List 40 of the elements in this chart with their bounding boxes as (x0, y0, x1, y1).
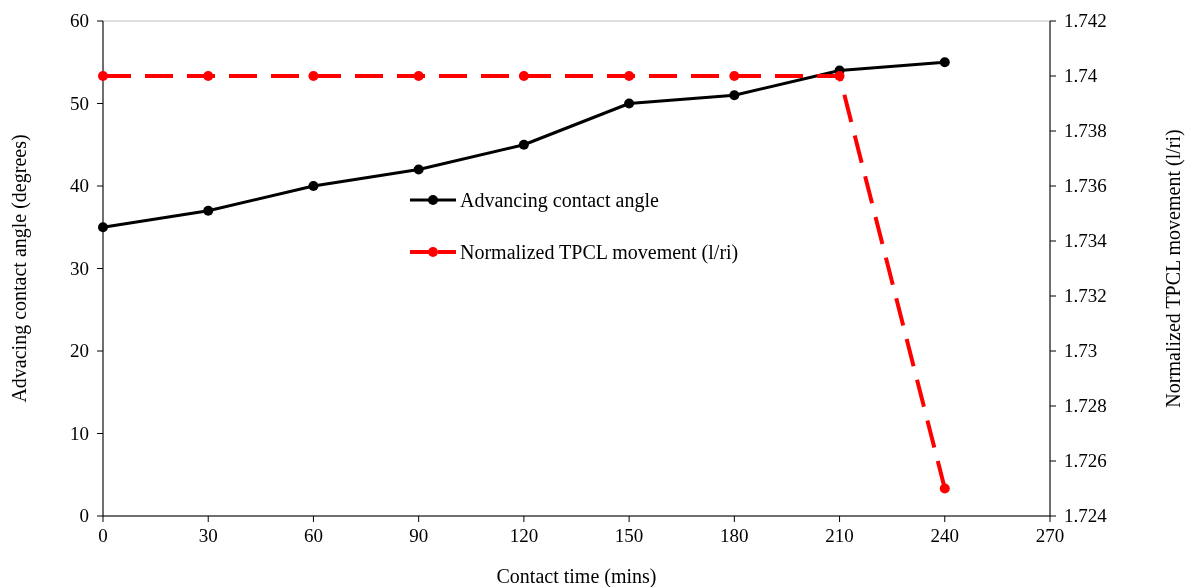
y2-tick-label: 1.738 (1064, 120, 1107, 141)
y2-tick-label: 1.724 (1064, 505, 1108, 526)
x-tick-label: 150 (614, 525, 644, 546)
x-tick-label: 240 (930, 525, 960, 546)
y2-tick-label: 1.742 (1064, 10, 1107, 31)
y-tick-label: 10 (70, 422, 89, 444)
x-tick-label: 0 (98, 525, 108, 546)
point (729, 90, 740, 101)
y2-tick-label: 1.726 (1064, 450, 1107, 471)
y2-tick-label: 1.736 (1064, 175, 1107, 196)
y-tick-label: 50 (70, 92, 89, 114)
y2-tick-label: 1.734 (1064, 230, 1108, 251)
legend-label: Normalized TPCL movement (l/ri) (460, 241, 739, 264)
y2-tick-label: 1.732 (1064, 285, 1107, 306)
point (624, 98, 635, 109)
y2-tick-label: 1.728 (1064, 395, 1107, 416)
y-axis-title: Advacing contact angle (degrees) (8, 134, 31, 403)
y2-axis-title: Normalized TPCL movement (l/ri) (1162, 129, 1185, 408)
point (203, 205, 214, 216)
x-tick-label: 210 (825, 525, 854, 546)
y-tick-label: 20 (70, 340, 89, 361)
x-tick-label: 180 (720, 525, 749, 546)
legend-label: Advancing contact angle (460, 189, 659, 212)
point (308, 181, 319, 191)
point (518, 139, 529, 150)
y-tick-label: 60 (70, 10, 89, 31)
y2-tick-label: 1.73 (1064, 340, 1098, 361)
x-axis-title: Contact time (mins) (496, 565, 657, 587)
y-tick-label: 30 (70, 257, 89, 279)
y-tick-label: 0 (79, 505, 89, 526)
point (939, 57, 950, 68)
x-tick-label: 120 (509, 525, 539, 546)
point (413, 164, 424, 175)
x-tick-label: 270 (1035, 525, 1065, 546)
x-tick-label: 60 (303, 525, 323, 546)
x-tick-label: 30 (198, 525, 218, 546)
y-tick-label: 40 (70, 175, 89, 196)
point (98, 222, 108, 233)
x-tick-label: 90 (409, 525, 429, 546)
y2-tick-label: 1.74 (1064, 65, 1098, 86)
